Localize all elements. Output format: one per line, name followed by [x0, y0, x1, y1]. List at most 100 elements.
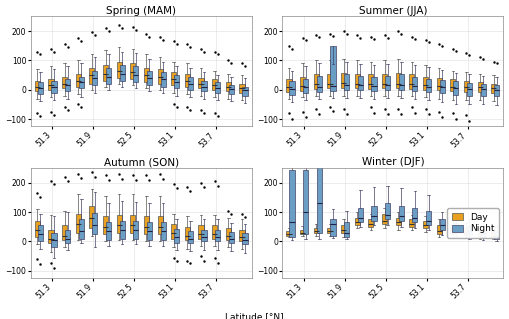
- PathPatch shape: [440, 80, 445, 93]
- Text: Latitude [°N]: Latitude [°N]: [225, 312, 284, 319]
- PathPatch shape: [242, 87, 247, 96]
- PathPatch shape: [385, 76, 390, 90]
- PathPatch shape: [51, 233, 56, 247]
- PathPatch shape: [369, 219, 374, 227]
- PathPatch shape: [229, 85, 234, 94]
- PathPatch shape: [147, 222, 152, 240]
- PathPatch shape: [215, 230, 220, 241]
- PathPatch shape: [38, 82, 43, 94]
- PathPatch shape: [185, 227, 190, 240]
- PathPatch shape: [65, 230, 70, 243]
- PathPatch shape: [358, 76, 363, 90]
- PathPatch shape: [464, 81, 469, 92]
- PathPatch shape: [464, 228, 469, 235]
- PathPatch shape: [385, 203, 390, 219]
- PathPatch shape: [491, 231, 496, 237]
- PathPatch shape: [212, 225, 217, 239]
- PathPatch shape: [287, 231, 292, 235]
- PathPatch shape: [477, 230, 483, 236]
- PathPatch shape: [341, 225, 346, 233]
- PathPatch shape: [35, 221, 40, 237]
- PathPatch shape: [450, 79, 456, 91]
- PathPatch shape: [130, 215, 135, 233]
- PathPatch shape: [330, 46, 335, 91]
- PathPatch shape: [229, 232, 234, 243]
- PathPatch shape: [327, 74, 332, 88]
- PathPatch shape: [412, 77, 417, 91]
- PathPatch shape: [38, 225, 43, 241]
- PathPatch shape: [341, 73, 346, 88]
- PathPatch shape: [242, 233, 247, 244]
- PathPatch shape: [453, 223, 459, 233]
- PathPatch shape: [399, 74, 404, 90]
- PathPatch shape: [212, 79, 217, 90]
- PathPatch shape: [344, 74, 349, 90]
- PathPatch shape: [188, 231, 193, 243]
- PathPatch shape: [117, 215, 122, 233]
- PathPatch shape: [171, 224, 177, 239]
- PathPatch shape: [35, 81, 40, 91]
- PathPatch shape: [199, 78, 204, 88]
- PathPatch shape: [287, 79, 292, 92]
- PathPatch shape: [355, 74, 360, 88]
- PathPatch shape: [437, 78, 442, 90]
- PathPatch shape: [399, 206, 404, 221]
- PathPatch shape: [371, 77, 377, 91]
- PathPatch shape: [103, 65, 108, 81]
- PathPatch shape: [300, 230, 305, 234]
- PathPatch shape: [226, 82, 231, 91]
- PathPatch shape: [92, 70, 98, 85]
- PathPatch shape: [423, 221, 428, 228]
- PathPatch shape: [160, 222, 166, 240]
- PathPatch shape: [317, 76, 322, 92]
- PathPatch shape: [103, 217, 108, 234]
- PathPatch shape: [226, 228, 231, 240]
- PathPatch shape: [48, 79, 53, 90]
- PathPatch shape: [480, 229, 486, 237]
- PathPatch shape: [412, 208, 417, 222]
- PathPatch shape: [480, 85, 486, 96]
- PathPatch shape: [51, 81, 56, 93]
- PathPatch shape: [426, 78, 431, 92]
- PathPatch shape: [65, 79, 70, 91]
- PathPatch shape: [239, 230, 245, 241]
- PathPatch shape: [450, 225, 456, 234]
- PathPatch shape: [437, 225, 442, 234]
- PathPatch shape: [215, 82, 220, 93]
- PathPatch shape: [185, 74, 190, 87]
- PathPatch shape: [120, 221, 125, 239]
- PathPatch shape: [106, 68, 111, 84]
- PathPatch shape: [358, 208, 363, 222]
- PathPatch shape: [467, 226, 472, 235]
- PathPatch shape: [355, 218, 360, 225]
- PathPatch shape: [79, 219, 84, 239]
- PathPatch shape: [89, 68, 95, 84]
- PathPatch shape: [290, 169, 295, 237]
- PathPatch shape: [158, 217, 163, 234]
- PathPatch shape: [382, 213, 387, 224]
- Title: Spring (MAM): Spring (MAM): [106, 5, 176, 16]
- PathPatch shape: [300, 77, 305, 91]
- PathPatch shape: [453, 81, 459, 95]
- PathPatch shape: [133, 66, 138, 82]
- Legend: Day, Night: Day, Night: [447, 208, 499, 238]
- PathPatch shape: [314, 228, 319, 233]
- PathPatch shape: [79, 77, 84, 88]
- PathPatch shape: [409, 219, 414, 227]
- PathPatch shape: [130, 63, 135, 79]
- PathPatch shape: [303, 169, 308, 234]
- PathPatch shape: [106, 222, 111, 240]
- PathPatch shape: [144, 68, 149, 82]
- PathPatch shape: [147, 70, 152, 85]
- PathPatch shape: [160, 72, 166, 87]
- PathPatch shape: [330, 219, 335, 235]
- Title: Summer (JJA): Summer (JJA): [359, 5, 427, 16]
- PathPatch shape: [158, 69, 163, 84]
- PathPatch shape: [202, 230, 207, 241]
- PathPatch shape: [491, 84, 496, 93]
- PathPatch shape: [171, 72, 177, 85]
- PathPatch shape: [76, 74, 81, 87]
- Title: Autumn (SON): Autumn (SON): [104, 157, 179, 167]
- PathPatch shape: [174, 229, 179, 243]
- PathPatch shape: [395, 218, 401, 225]
